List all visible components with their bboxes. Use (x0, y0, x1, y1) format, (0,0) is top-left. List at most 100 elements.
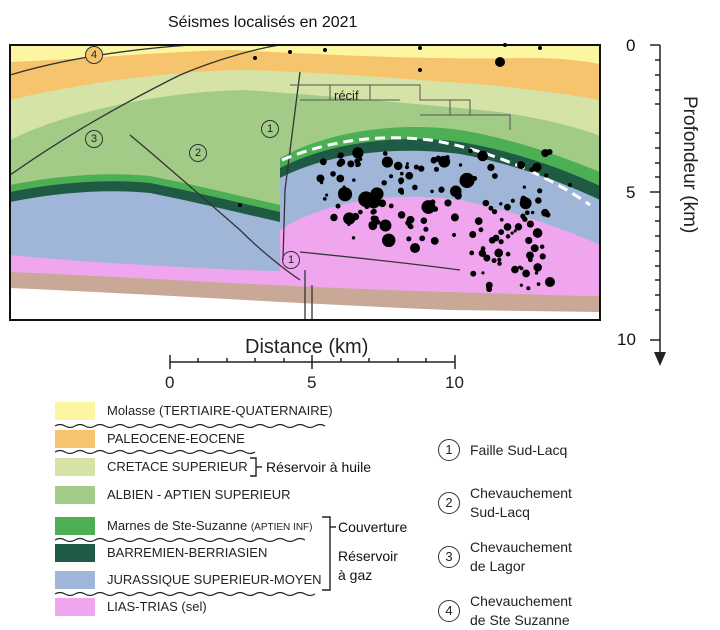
seismic-event-dot (382, 151, 388, 156)
marker-4: 4 (85, 46, 103, 64)
seismic-event-dot (477, 150, 488, 162)
seismic-event-dot (405, 171, 414, 180)
seismic-event-dot (525, 236, 533, 245)
seismic-event-dot (468, 148, 473, 154)
group-reservoir-gaz-line2: à gaz (338, 567, 373, 583)
seismic-event-dot (418, 68, 422, 72)
seismic-event-dot (537, 188, 543, 194)
fault-key-text-4b: de Ste Suzanne (470, 612, 570, 628)
seismic-event-dot (323, 48, 327, 52)
seismic-event-dot (536, 282, 541, 286)
seismic-event-dot (370, 209, 376, 215)
depth-axis-title: Profondeur (km) (679, 96, 700, 234)
seismic-event-dot (486, 286, 493, 293)
seismic-event-dot (544, 173, 549, 178)
seismic-event-dot (478, 227, 484, 233)
seismic-event-dot (352, 147, 364, 159)
seismic-event-dot (381, 180, 387, 186)
seismic-event-dot (530, 244, 539, 253)
seismic-event-dot (389, 174, 394, 179)
legend-label: LIAS-TRIAS (sel) (107, 599, 207, 614)
seismic-event-dot (539, 244, 545, 249)
distance-scale (169, 355, 456, 369)
seismic-event-dot (482, 199, 490, 207)
seismic-event-dot (491, 208, 498, 215)
legend-swatch (55, 571, 95, 589)
section-frame (9, 44, 601, 321)
seismic-event-dot (526, 286, 531, 291)
fault-key-circle-2: 2 (438, 492, 460, 514)
legend-swatch (55, 598, 95, 616)
seismic-event-dot (533, 263, 543, 272)
legend-swatch (55, 517, 95, 535)
seismic-event-dot (398, 177, 405, 184)
group-reservoir-gaz-line1: Réservoir (338, 548, 398, 564)
seismic-event-dot (352, 178, 356, 182)
seismic-event-dot (238, 203, 242, 207)
seismic-event-dot (492, 234, 500, 242)
seismic-event-dot (405, 220, 412, 226)
seismic-event-dot (526, 251, 534, 260)
seismic-event-dot (358, 191, 374, 208)
seismic-event-dot (497, 261, 502, 266)
seismic-event-dot (381, 233, 396, 248)
seismic-event-dot (503, 223, 512, 231)
seismic-event-dot (477, 219, 483, 224)
legend-label: ALBIEN - APTIEN SUPERIEUR (107, 487, 291, 502)
seismic-event-dot (357, 209, 363, 215)
seismic-event-dot (495, 57, 505, 67)
seismic-event-dot (517, 161, 526, 170)
seismic-event-dot (498, 239, 504, 245)
seismic-event-dot (444, 199, 452, 207)
legend-label: Marnes de Ste-Suzanne (107, 518, 248, 533)
seismic-event-dot (433, 166, 439, 172)
seismic-event-dot (499, 217, 504, 222)
seismic-event-dot (535, 197, 542, 204)
seismic-event-dot (413, 164, 419, 170)
seismic-event-dot (347, 160, 355, 168)
seismic-event-dot (497, 257, 502, 262)
seismic-event-dot (364, 203, 370, 210)
seismic-event-dot (519, 283, 523, 287)
seismic-event-dot (404, 165, 410, 170)
seismic-event-dot (370, 187, 384, 201)
seismic-event-dot (519, 197, 532, 210)
legend-swatch (55, 458, 95, 476)
seismic-event-dot (381, 156, 393, 168)
legend-swatch (55, 486, 95, 504)
seismic-event-dot (491, 173, 498, 179)
depth-arrow-head (654, 352, 666, 366)
seismic-event-dot (348, 215, 354, 220)
seismic-event-dot (412, 184, 418, 191)
seismic-event-dot (388, 203, 394, 209)
seismic-event-dot (541, 149, 550, 157)
seismic-event-dot (379, 219, 392, 232)
seismic-event-dot (423, 226, 429, 232)
seismic-event-dot (354, 158, 360, 164)
seismic-event-dot (368, 221, 376, 228)
seismic-event-dot (288, 50, 292, 54)
distance-axis-title: Distance (km) (245, 336, 369, 358)
seismic-event-dot (337, 155, 341, 159)
seismic-event-dot (397, 211, 406, 219)
seismic-event-dot (449, 185, 462, 198)
cover-dashed-line (281, 136, 591, 207)
legend-label: Molasse (TERTIAIRE-QUATERNAIRE) (107, 403, 333, 418)
seismic-event-dot (253, 56, 257, 60)
depth-tick-0: 0 (626, 36, 636, 55)
seismic-event-dot (498, 229, 505, 236)
seismic-event-dot (539, 253, 546, 260)
fault-key-circle-4: 4 (438, 600, 460, 622)
seismic-event-dot (524, 210, 530, 216)
legend-swatch (55, 430, 95, 448)
seismic-event-dot (319, 158, 327, 166)
depth-axis (650, 44, 661, 355)
seismic-event-dot (316, 174, 325, 183)
recif-label: récif (334, 88, 359, 103)
seismic-event-dot (458, 163, 463, 167)
seismic-event-dot (504, 203, 511, 211)
seismic-event-dot (438, 186, 445, 193)
seismic-event-dot (337, 158, 346, 166)
fault-key-text-3b: de Lagor (470, 558, 526, 574)
